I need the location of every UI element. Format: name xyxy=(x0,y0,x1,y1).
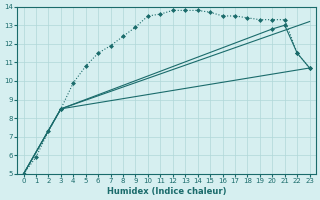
X-axis label: Humidex (Indice chaleur): Humidex (Indice chaleur) xyxy=(107,187,226,196)
